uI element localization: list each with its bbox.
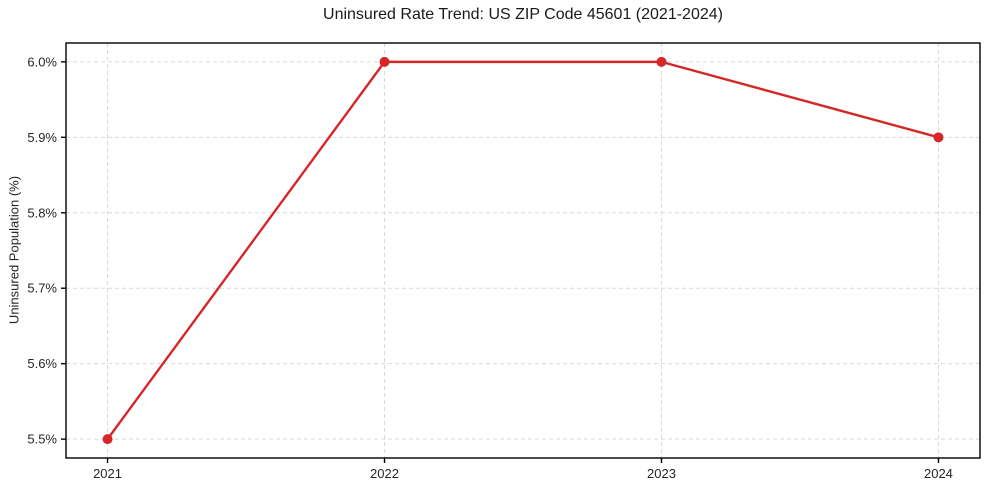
y-tick-label: 5.9%: [27, 130, 57, 145]
y-tick-label: 5.6%: [27, 356, 57, 371]
chart-title: Uninsured Rate Trend: US ZIP Code 45601 …: [323, 6, 723, 23]
y-tick-label: 5.8%: [27, 205, 57, 220]
data-point: [656, 56, 667, 67]
data-point: [102, 434, 113, 445]
y-tick-label: 6.0%: [27, 54, 57, 69]
x-tick-label: 2024: [924, 466, 953, 481]
x-tick-label: 2022: [370, 466, 399, 481]
axes-spines: [65, 42, 981, 459]
x-tick-label: 2023: [647, 466, 676, 481]
data-point: [933, 132, 944, 143]
y-axis-label: Uninsured Population (%): [6, 175, 22, 325]
x-tick-label: 2021: [93, 466, 122, 481]
y-tick-label: 5.5%: [27, 432, 57, 447]
data-point: [379, 56, 390, 67]
trend-line: [106, 60, 940, 441]
y-tick-label: 5.7%: [27, 281, 57, 296]
